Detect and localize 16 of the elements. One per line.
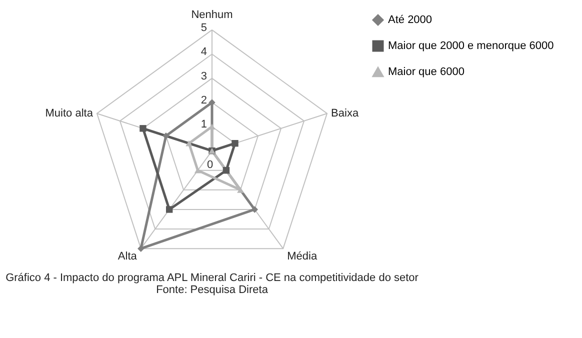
y-tick-label: 5 (200, 22, 207, 34)
text: Gráfico 4 - Impacto do programa APL Mineral Cariri - CE na competitividade do setor (6, 272, 419, 284)
legend-label: Até 2000 (388, 14, 432, 26)
spoke-label: Baixa (331, 107, 360, 120)
source-note: Fonte: Pesquisa Direta (156, 284, 269, 296)
spoke-label: Média (287, 250, 318, 263)
spoke-label: Alta (118, 250, 138, 263)
y-tick-label: 4 (200, 46, 207, 58)
y-tick-label: 3 (200, 70, 207, 82)
spoke-label: Muito alta (45, 107, 94, 120)
legend-label: Maior que 6000 (388, 66, 464, 78)
y-tick-label: 1 (200, 118, 207, 131)
spoke-label: Nenhum (191, 8, 233, 21)
legend-label: Maior que 2000 e menorque 6000 (388, 40, 554, 52)
y-tick-label: 0 (206, 158, 214, 171)
y-tick-label: 2 (200, 94, 207, 106)
